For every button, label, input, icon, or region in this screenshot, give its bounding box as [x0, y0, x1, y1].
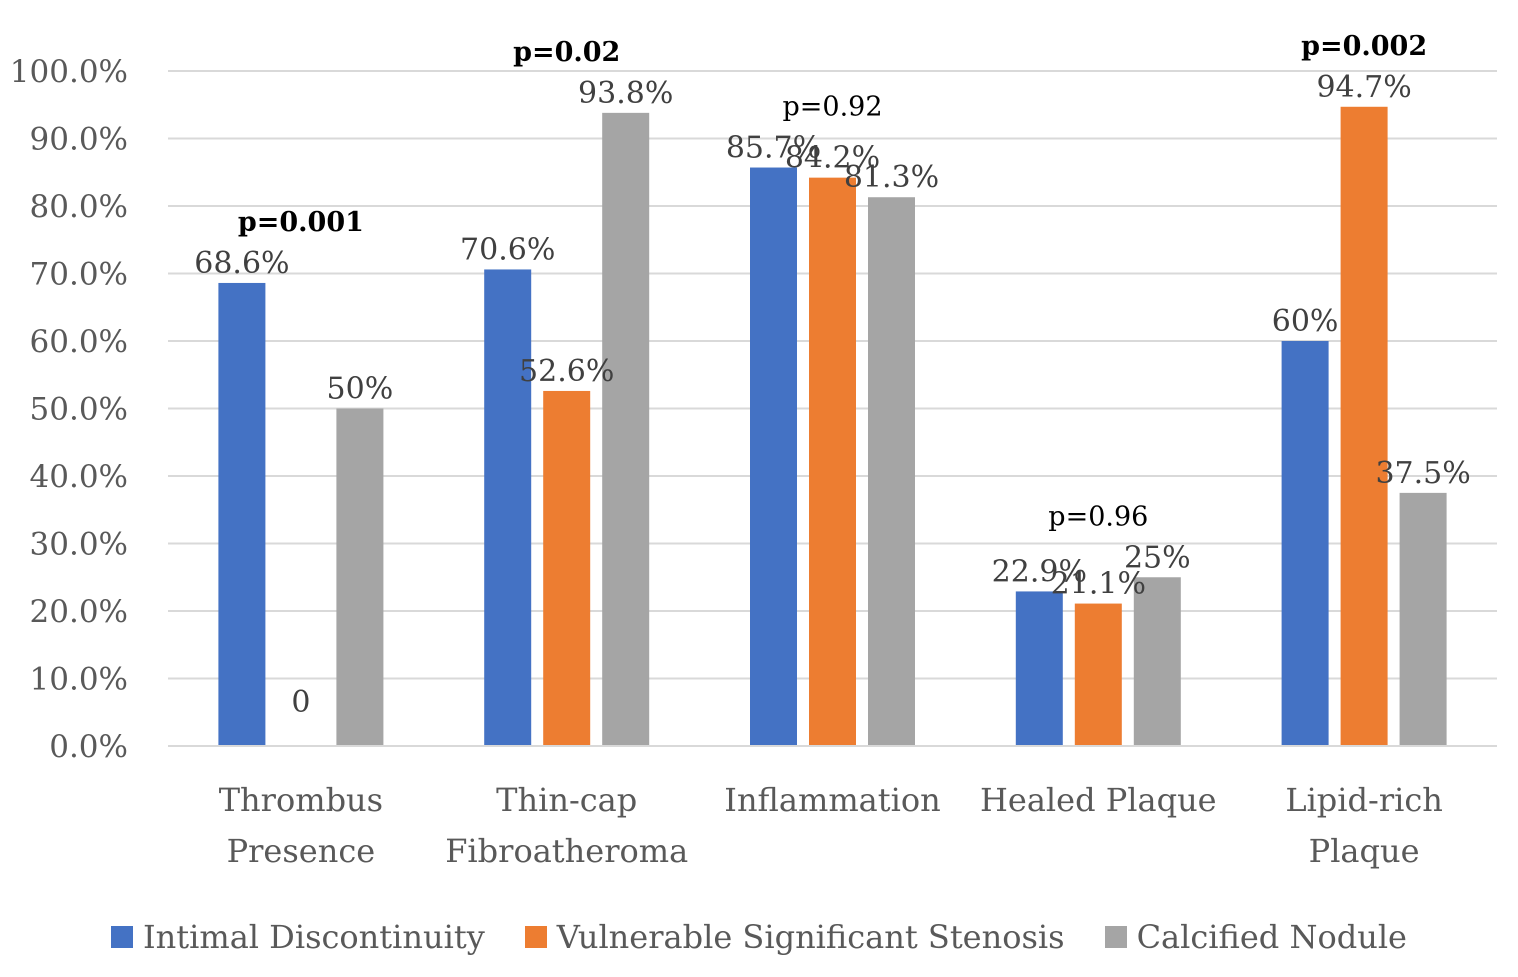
bar-chart: 0.0% 10.0% 20.0% 30.0% 40.0% 50.0% 60.0% 70.0% 8… — [10, 31, 1497, 870]
category-label: Healed Plaque — [980, 781, 1217, 819]
p-value-label: p=0.002 — [1301, 31, 1427, 62]
bar — [218, 282, 266, 746]
p-value-label: p=0.001 — [238, 207, 364, 238]
legend-item-intimal-discontinuity[interactable]: Intimal Discontinuity — [111, 918, 485, 956]
legend: Intimal Discontinuity Vulnerable Signifi… — [0, 918, 1518, 956]
data-label: 70.6% — [460, 232, 555, 267]
p-value-label: p=0.96 — [1048, 501, 1148, 532]
category-label: Thin-cap — [496, 781, 637, 819]
y-tick-label: 40.0% — [30, 459, 128, 495]
bar — [868, 197, 915, 747]
data-label: 37.5% — [1375, 456, 1470, 491]
legend-item-calcified-nodule[interactable]: Calcified Nodule — [1104, 918, 1407, 956]
bar — [1281, 341, 1329, 746]
data-label: 94.7% — [1316, 70, 1411, 105]
legend-swatch — [1104, 926, 1127, 948]
data-label: 93.8% — [578, 76, 673, 111]
data-labels: 68.6% 0 50% 70.6% 52.6% 93.8% 85.7%84.2%81.3% 2… — [194, 70, 1471, 720]
data-label: 84.2% — [785, 141, 880, 176]
data-label: 21.1% — [1051, 567, 1146, 602]
data-label: 85.7% — [726, 131, 821, 166]
category-label: Fibroatheroma — [445, 832, 688, 870]
data-label: 60% — [1272, 304, 1339, 339]
category-label: Thrombus — [219, 781, 383, 819]
data-label: 22.9% — [992, 554, 1087, 589]
bar — [750, 167, 797, 746]
y-tick-label: 50.0% — [30, 392, 128, 428]
legend-label: Intimal Discontinuity — [143, 918, 485, 956]
category-label: Plaque — [1309, 832, 1420, 870]
y-tick-label: 100.0% — [10, 54, 128, 90]
bar — [809, 177, 856, 746]
y-tick-label: 90.0% — [30, 122, 128, 158]
legend-swatch — [111, 926, 133, 948]
bar — [1399, 492, 1447, 746]
y-tick-label: 10.0% — [30, 662, 128, 698]
category-label: Presence — [227, 832, 376, 870]
y-tick-label: 60.0% — [30, 324, 128, 360]
bar — [1133, 577, 1181, 746]
data-label: 52.6% — [519, 354, 614, 389]
legend-swatch — [524, 926, 547, 948]
data-label: 25% — [1124, 540, 1191, 575]
category-label: Inflammation — [724, 781, 940, 819]
bar — [336, 408, 384, 746]
p-value-label: p=0.02 — [513, 37, 620, 68]
y-tick-label: 0.0% — [49, 729, 128, 765]
bar — [543, 390, 591, 746]
y-tick-label: 70.0% — [30, 257, 128, 293]
data-label: 0 — [291, 685, 310, 720]
bar — [1074, 603, 1122, 746]
bars — [218, 106, 1447, 747]
y-tick-label: 30.0% — [30, 527, 128, 563]
legend-label: Vulnerable Significant Stenosis — [556, 918, 1065, 956]
legend-label: Calcified Nodule — [1136, 918, 1407, 956]
bar — [602, 112, 650, 747]
bar — [484, 269, 532, 746]
category-label: Lipid-rich — [1285, 781, 1443, 819]
data-label: 81.3% — [844, 160, 939, 195]
y-tick-label: 80.0% — [30, 189, 128, 225]
p-value-label: p=0.92 — [782, 92, 882, 123]
y-tick-label: 20.0% — [30, 594, 128, 630]
legend-item-vulnerable-significant-stenosis[interactable]: Vulnerable Significant Stenosis — [524, 918, 1065, 956]
x-axis: Thrombus Presence Thin-cap Fibroatheroma Inf… — [168, 745, 1497, 870]
bar — [1340, 106, 1388, 746]
p-value-labels: p=0.001 p=0.02 p=0.92 p=0.96 p=0.002 — [238, 31, 1427, 532]
data-label: 50% — [327, 372, 394, 407]
bar — [1015, 591, 1063, 746]
data-label: 68.6% — [194, 246, 289, 281]
y-axis: 0.0% 10.0% 20.0% 30.0% 40.0% 50.0% 60.0% 70.0% 8… — [10, 54, 128, 765]
